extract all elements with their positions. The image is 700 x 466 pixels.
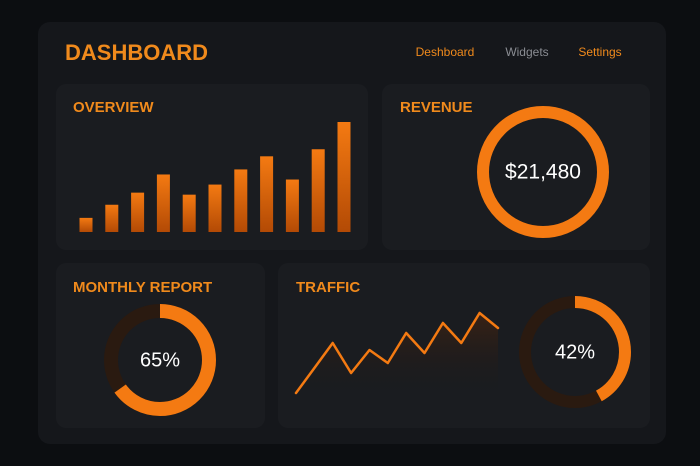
- ring: [477, 106, 609, 238]
- donut-segment: [519, 296, 631, 408]
- title: DASHBOARD: [65, 40, 208, 65]
- nav-item[interactable]: Widgets: [505, 45, 548, 59]
- bar: [337, 122, 351, 232]
- value-label: 42%: [555, 341, 595, 363]
- bar: [311, 149, 325, 232]
- line: [294, 311, 500, 395]
- card-title: OVERVIEW: [73, 99, 154, 116]
- card: [56, 263, 265, 428]
- value-label: 65%: [140, 349, 180, 371]
- bar: [260, 156, 274, 232]
- bar: [105, 204, 119, 232]
- bar: [182, 194, 196, 232]
- card-title: REVENUE: [400, 99, 473, 116]
- value-label: $21,480: [505, 161, 581, 184]
- bar: [131, 192, 145, 232]
- card-title: TRAFFIC: [296, 279, 360, 296]
- bar: [156, 174, 170, 232]
- area: [296, 313, 498, 398]
- bar: [285, 179, 299, 232]
- card-title: MONTHLY REPORT: [73, 279, 212, 296]
- bar: [208, 184, 222, 232]
- nav-item[interactable]: Deshboard: [416, 45, 475, 59]
- bar: [79, 217, 93, 232]
- donut-segment: [104, 304, 216, 416]
- bar: [234, 169, 248, 232]
- nav-item[interactable]: Settings: [578, 45, 621, 59]
